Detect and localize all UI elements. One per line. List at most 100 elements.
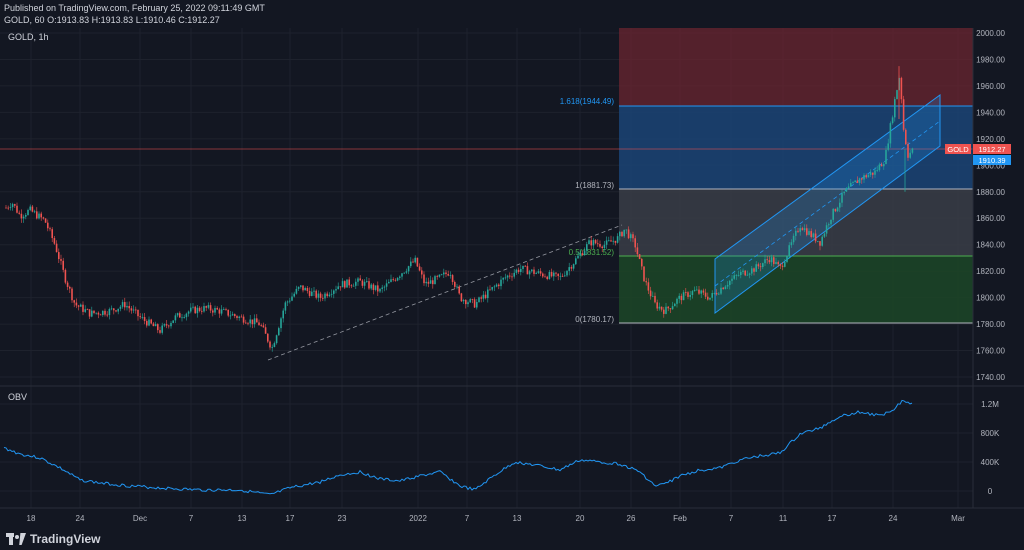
candle-body [825,225,828,234]
candle-body [656,302,658,309]
tradingview-logo[interactable]: TradingView [6,532,100,546]
candle-body [599,244,601,247]
candle-body [280,318,282,329]
candle-body [649,290,652,297]
candle-body [42,217,45,219]
candle-body [854,180,856,183]
low-label: L: [135,15,144,25]
price-axis-label: 1940.00 [976,108,1005,117]
candle-body [82,304,84,312]
candlestick-series[interactable] [5,66,914,352]
chart-header: Published on TradingView.com, February 2… [0,0,1024,28]
obv-axis-label: 800K [981,429,1000,438]
candle-body [337,286,339,290]
candle-body [236,316,238,318]
candle-body [249,319,251,324]
candle-body [317,293,320,298]
candle-body [471,299,474,300]
candle-body [291,296,293,301]
chart-area[interactable]: 1.618(1944.49) 1(1881.73) 0.5(1831.52) 0… [0,28,1024,528]
price-tag: GOLD 1912.27 1910.39 [945,144,1011,165]
fibonacci-retracement[interactable]: 1.618(1944.49) 1(1881.73) 0.5(1831.52) 0… [560,28,973,324]
candle-body [350,285,353,287]
candle-body [786,255,788,263]
candle-body [696,289,698,291]
high-value: 1913.83 [100,15,134,25]
candle-body [520,268,522,272]
dashed-trendline[interactable] [267,224,623,361]
candle-body [570,267,573,269]
candle-body [911,148,914,153]
candle-body [295,288,298,294]
candle-body [663,309,665,314]
candle-body [883,164,885,167]
candle-body [878,164,881,171]
candle-body [889,123,892,144]
candle-body [594,240,597,244]
candle-body [847,186,850,189]
candle-body [729,280,731,286]
candle-body [374,285,377,290]
candle-body [757,264,760,267]
candle-body [379,288,381,292]
candle-body [733,275,735,279]
candle-body [630,234,632,239]
candle-body [159,330,161,333]
candle-body [537,271,540,273]
candle-body [548,272,551,279]
candle-body [812,233,815,237]
candle-body [766,259,768,261]
chart-svg[interactable]: 1.618(1944.49) 1(1881.73) 0.5(1831.52) 0… [0,28,1024,528]
candle-body [581,253,584,256]
candle-body [229,315,232,317]
obv-axis[interactable]: 1.2M 800K 400K 0 [981,400,1000,496]
candle-body [768,260,771,263]
obv-pane-legend[interactable]: OBV [8,392,27,402]
candle-body [872,172,874,175]
candle-body [806,228,808,235]
candle-body [106,314,108,316]
candle-body [7,207,9,209]
fib-zone-top [619,28,973,106]
time-axis[interactable]: 18 24 Dec 7 13 17 23 2022 7 13 20 26 Feb 7 11 17 24 Mar [27,514,966,523]
candle-body [702,290,705,293]
candle-body [759,266,762,268]
candle-body [634,238,636,248]
candle-body [905,129,907,145]
candle-body [238,316,240,318]
candle-body [746,274,749,276]
candle-body [181,317,183,319]
candle-body [550,272,553,277]
candle-body [478,297,480,303]
candle-body [777,262,779,265]
close-value: 1912.27 [187,15,220,25]
candle-body [148,319,150,326]
candle-body [434,276,436,285]
time-axis-label: 7 [189,514,194,523]
candle-body [731,278,733,281]
candle-body [427,281,430,284]
main-pane-legend[interactable]: GOLD, 1h [8,32,49,42]
candle-body [47,222,49,229]
candle-body [344,281,346,288]
candle-body [451,275,454,282]
price-axis[interactable]: 2000.00 1980.00 1960.00 1940.00 1920.00 1900.… [976,29,1005,382]
candle-body [117,308,119,312]
price-axis-label: 1860.00 [976,214,1005,223]
candle-body [348,279,350,286]
candle-body [689,295,691,297]
candle-body [623,229,625,237]
candle-body [700,290,702,294]
candle-body [832,208,834,220]
candle-body [115,310,117,312]
interval: 60 [34,15,45,25]
candle-body [874,170,876,175]
candle-body [205,306,207,308]
candle-body [836,207,839,212]
time-axis-label: 11 [779,514,788,523]
candle-body [75,302,78,306]
candle-body [841,193,843,203]
candle-body [278,328,280,336]
candle-body [284,302,287,311]
candle-body [84,309,86,312]
